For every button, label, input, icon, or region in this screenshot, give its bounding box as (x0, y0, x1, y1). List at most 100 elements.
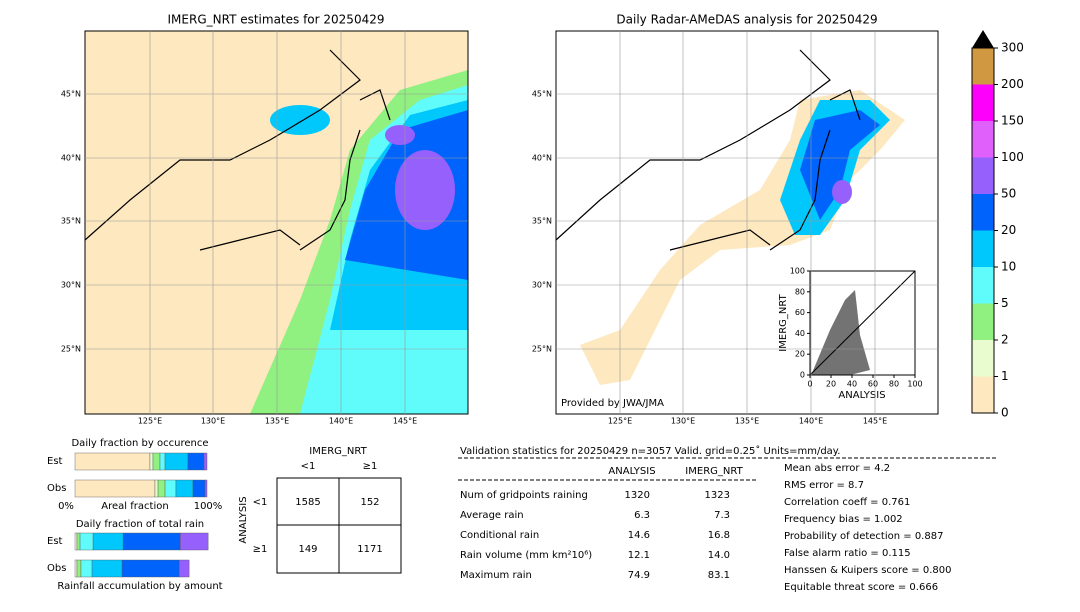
x-tick-label: 80 (889, 380, 899, 389)
y-tick-label: 60 (795, 308, 805, 317)
lon-label: 135°E (265, 417, 289, 426)
bar-label: Obs (47, 563, 66, 574)
map-title: IMERG_NRT estimates for 20250429 (168, 13, 385, 27)
bar-segment (157, 479, 166, 498)
colorbar-band (972, 48, 994, 85)
map-title: Daily Radar-AMeDAS analysis for 20250429 (616, 13, 877, 27)
stat-value: 14.6 (628, 530, 650, 541)
stat-value: 6.3 (634, 510, 650, 521)
scatter-ylabel: IMERG_NRT (778, 293, 789, 351)
lat-label: 45°N (532, 90, 552, 99)
rain-area (832, 180, 852, 204)
colorbar-label: 200 (1001, 77, 1024, 91)
lon-label: 145°E (393, 417, 417, 426)
bar-segment (74, 479, 156, 498)
bar-segment (149, 452, 154, 471)
colorbar-band (972, 84, 994, 121)
bar-segment (154, 479, 159, 498)
colorbar-band (972, 230, 994, 267)
colorbar-band (972, 303, 994, 340)
lat-label: 40°N (61, 154, 81, 163)
bar-segment (164, 479, 177, 498)
bar-label: Est (47, 456, 63, 467)
lat-label: 45°N (61, 90, 81, 99)
colorbar-label: 20 (1001, 223, 1016, 237)
panel-title: Daily fraction by occurence (71, 438, 208, 449)
score: Mean abs error = 4.2 (784, 463, 890, 474)
lat-label: 30°N (61, 281, 81, 290)
bar-segment (187, 452, 205, 471)
lon-label: 125°E (608, 417, 632, 426)
lon-label: 125°E (138, 417, 162, 426)
lon-label: 140°E (329, 417, 353, 426)
col-header: IMERG_NRT (685, 466, 743, 477)
colorbar-extend (972, 30, 994, 48)
bar-segment (178, 559, 190, 578)
x-tick-label: 0 (807, 380, 812, 389)
colorbar-label: 2 (1001, 333, 1009, 347)
coastline (84, 49, 391, 251)
colorbar-label: 10 (1001, 260, 1016, 274)
bar-segment (192, 479, 206, 498)
y-tick-label: 40 (795, 329, 805, 338)
stat-value: 7.3 (714, 510, 730, 521)
stat-name: Maximum rain (460, 570, 532, 581)
row-label: <1 (253, 497, 268, 508)
bar-segment (80, 559, 93, 578)
axis-label: Rainfall accumulation by amount (57, 581, 222, 592)
axis-label: Areal fraction (101, 501, 168, 512)
cell: 1171 (357, 544, 382, 555)
stat-name: Num of gridpoints raining (460, 490, 588, 501)
bar-segment (204, 479, 208, 498)
lat-label: 35°N (532, 217, 552, 226)
score: Correlation coeff = 0.761 (784, 497, 910, 508)
y-tick-label: 100 (790, 267, 805, 276)
colorbar-band (972, 376, 994, 413)
stat-value: 16.8 (708, 530, 730, 541)
stat-value: 14.0 (708, 550, 730, 561)
stat-value: 1323 (705, 490, 730, 501)
left-map (84, 30, 469, 415)
stat-value: 12.1 (628, 550, 650, 561)
lat-label: 35°N (61, 217, 81, 226)
stat-value: 74.9 (628, 570, 650, 581)
cell: 1585 (295, 497, 320, 508)
bar-segment (74, 532, 78, 551)
bar-segment (164, 452, 189, 471)
score: Frequency bias = 1.002 (784, 514, 903, 525)
stat-name: Average rain (460, 510, 524, 521)
panel-title: Daily fraction of total rain (76, 519, 204, 530)
x-tick-label: 20 (826, 380, 836, 389)
colorbar-label: 1 (1001, 369, 1009, 383)
col-header: ANALYSIS (608, 466, 655, 477)
colorbar-label: 50 (1001, 187, 1016, 201)
bar-segment (74, 559, 78, 578)
bar-segment (203, 452, 208, 471)
scatter-xlabel: ANALYSIS (838, 390, 885, 401)
y-tick-label: 0 (800, 371, 805, 380)
bar-segment (92, 532, 124, 551)
bar-segment (159, 452, 166, 471)
table-title: ANALYSIS (238, 496, 249, 543)
x-tick-label: 60 (868, 380, 878, 389)
colorbar-label: 100 (1001, 150, 1024, 164)
colorbar-label: 5 (1001, 296, 1009, 310)
bar-segment (91, 559, 123, 578)
bar-segment (76, 559, 82, 578)
colorbar-label: 0 (1001, 406, 1009, 420)
bar-segment (175, 479, 194, 498)
stat-name: Rain volume (mm km²10⁶) (460, 550, 592, 561)
score: False alarm ratio = 0.115 (784, 548, 911, 559)
lon-label: 130°E (201, 417, 225, 426)
coastline (555, 49, 861, 251)
bar-segment (74, 452, 151, 471)
lat-label: 40°N (532, 154, 552, 163)
colorbar-label: 300 (1001, 41, 1024, 55)
diagonal (809, 270, 916, 376)
stat-value: 83.1 (708, 570, 730, 581)
score: Hanssen & Kuipers score = 0.800 (784, 565, 951, 576)
axis-label: 0% (58, 501, 74, 512)
map-frame (84, 30, 469, 415)
rain-area (385, 125, 415, 145)
